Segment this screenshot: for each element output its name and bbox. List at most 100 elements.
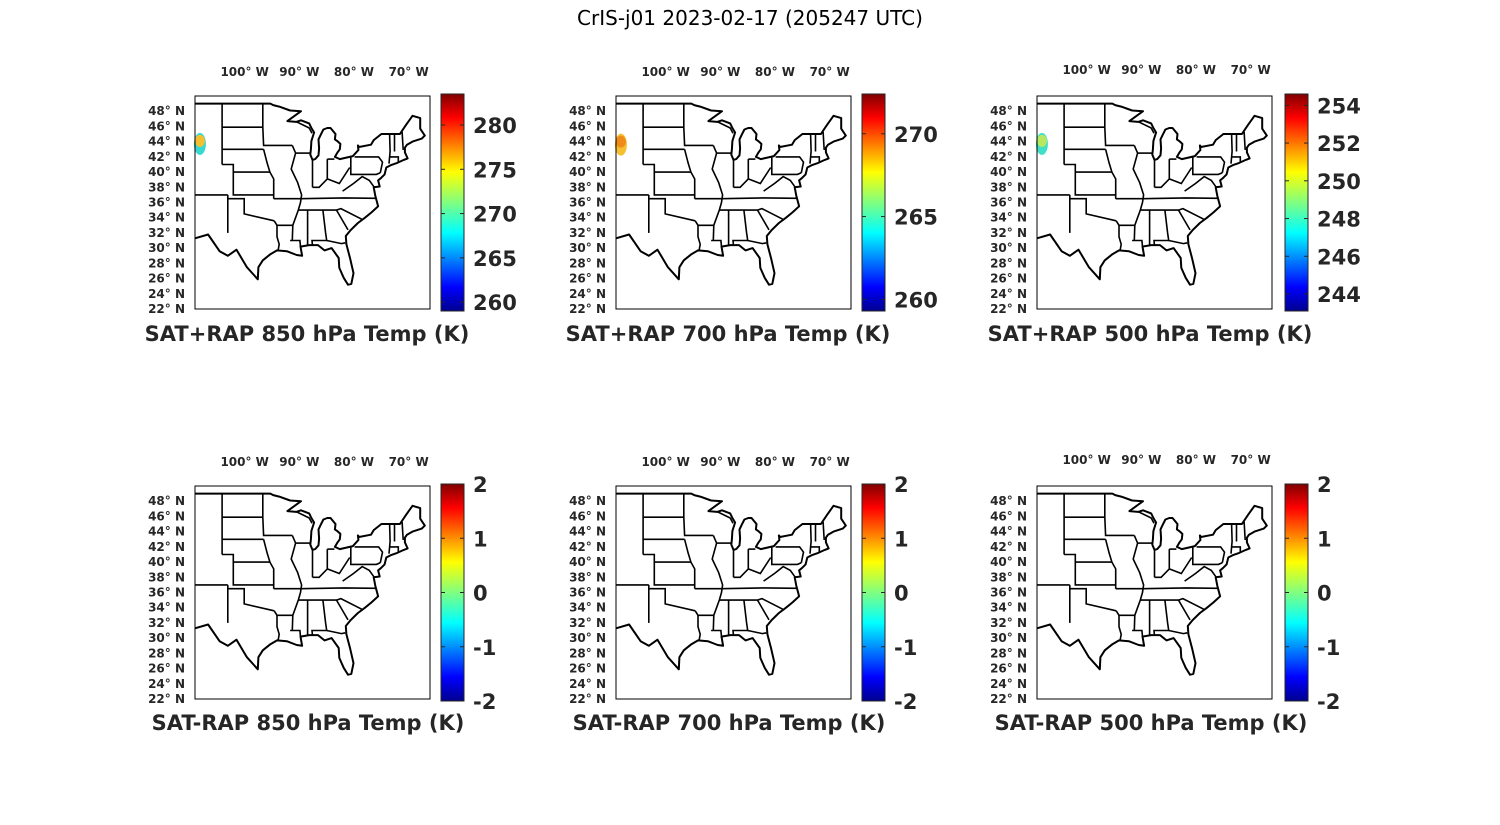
state-border [719,597,784,610]
colorbar-tick-label: 275 [473,158,517,182]
lat-tick-label: 48° N [990,494,1027,508]
state-border [756,599,770,621]
state-border [1138,121,1155,134]
lat-tick-label: 36° N [990,586,1027,600]
state-border [711,239,723,247]
lat-tick-label: 24° N [148,677,185,691]
lat-tick-label: 28° N [569,256,606,270]
lat-tick-label: 44° N [990,525,1027,539]
lon-tick-label: 100° W [220,65,268,79]
lat-tick-label: 36° N [569,196,606,210]
state-border [389,546,400,553]
state-border [326,629,346,635]
lat-tick-label: 46° N [569,119,606,133]
state-border [1154,178,1170,189]
state-border [290,239,302,247]
state-border [717,511,734,524]
colorbar [1284,93,1309,312]
lon-tick-label: 90° W [279,455,319,469]
state-border [1184,565,1217,582]
lat-tick-label: 30° N [990,241,1027,255]
lat-tick-label: 32° N [569,616,606,630]
state-border [1154,568,1170,579]
map-frame [1036,95,1273,310]
lat-tick-label: 28° N [148,256,185,270]
lat-tick-label: 38° N [569,180,606,194]
state-border [1243,521,1246,541]
state-border [296,511,313,524]
lat-tick-label: 46° N [569,509,606,523]
lon-tick-label: 90° W [1121,63,1161,77]
lat-tick-label: 42° N [148,150,185,164]
state-border [1192,546,1223,566]
state-border [222,163,270,173]
state-border [300,587,376,590]
colorbar-tick-label: -2 [473,690,496,714]
lon-tick-label: 100° W [1062,63,1110,77]
lat-tick-label: 26° N [990,662,1027,676]
state-border [401,521,404,541]
state-border [276,225,281,251]
state-border [809,133,812,164]
state-border [1168,629,1188,635]
lat-tick-label: 40° N [148,555,185,569]
lat-tick-label: 46° N [148,509,185,523]
state-border [748,167,772,185]
figure-title: CrIS-j01 2023-02-17 (205247 UTC) [577,6,923,30]
lat-tick-label: 32° N [569,226,606,240]
state-border [296,121,313,134]
lat-tick-label: 34° N [148,211,185,225]
lon-tick-label: 80° W [1176,63,1216,77]
lat-tick-label: 28° N [990,646,1027,660]
state-border [1064,163,1112,173]
colorbar-tick-label: 1 [473,527,488,551]
lon-tick-label: 100° W [1062,453,1110,467]
map-panel-1: 100° W 90° W 80° W 70° W 48° N46° N 44° N42° … [145,65,517,346]
state-border [697,225,702,251]
state-border [822,521,825,541]
lat-tick-label: 32° N [148,226,185,240]
colorbar-tick-label: 246 [1317,245,1361,269]
state-border [327,557,351,575]
state-border [643,163,691,173]
state-border [312,568,328,579]
state-border [1142,587,1218,590]
state-border [717,121,734,134]
state-border [261,103,293,147]
state-border [763,565,796,582]
map-frame [194,95,431,310]
lon-tick-label: 70° W [810,455,850,469]
lat-tick-label: 22° N [569,302,606,316]
state-border [290,535,303,631]
lat-tick-label: 34° N [990,211,1027,225]
state-border [262,539,275,589]
lat-tick-label: 38° N [990,570,1027,584]
lat-tick-label: 44° N [148,525,185,539]
state-border [733,178,749,189]
state-border [648,587,696,612]
lat-tick-label: 26° N [148,272,185,286]
state-border [227,197,275,222]
lat-tick-label: 44° N [990,135,1027,149]
lon-tick-label: 100° W [220,455,268,469]
state-border [354,546,384,563]
lon-tick-label: 70° W [389,455,429,469]
state-border [312,178,328,189]
panel-title: SAT+RAP 850 hPa Temp (K) [145,322,470,346]
lat-tick-label: 48° N [990,104,1027,118]
lon-tick-label: 100° W [641,65,689,79]
lat-tick-label: 24° N [990,287,1027,301]
lat-tick-label: 42° N [569,540,606,554]
state-border [1243,131,1246,151]
lat-tick-label: 22° N [148,692,185,706]
colorbar-tick-label: 265 [894,206,938,230]
coastline [194,102,426,286]
lat-tick-label: 26° N [569,272,606,286]
coastline [615,492,847,676]
map-frame [615,485,852,700]
lat-tick-label: 30° N [569,631,606,645]
data-swath-core [194,134,205,147]
state-border [747,239,767,245]
map-panel-3: 100° W 90° W 80° W 70° W 48° N46° N 44° N42° … [988,63,1361,346]
